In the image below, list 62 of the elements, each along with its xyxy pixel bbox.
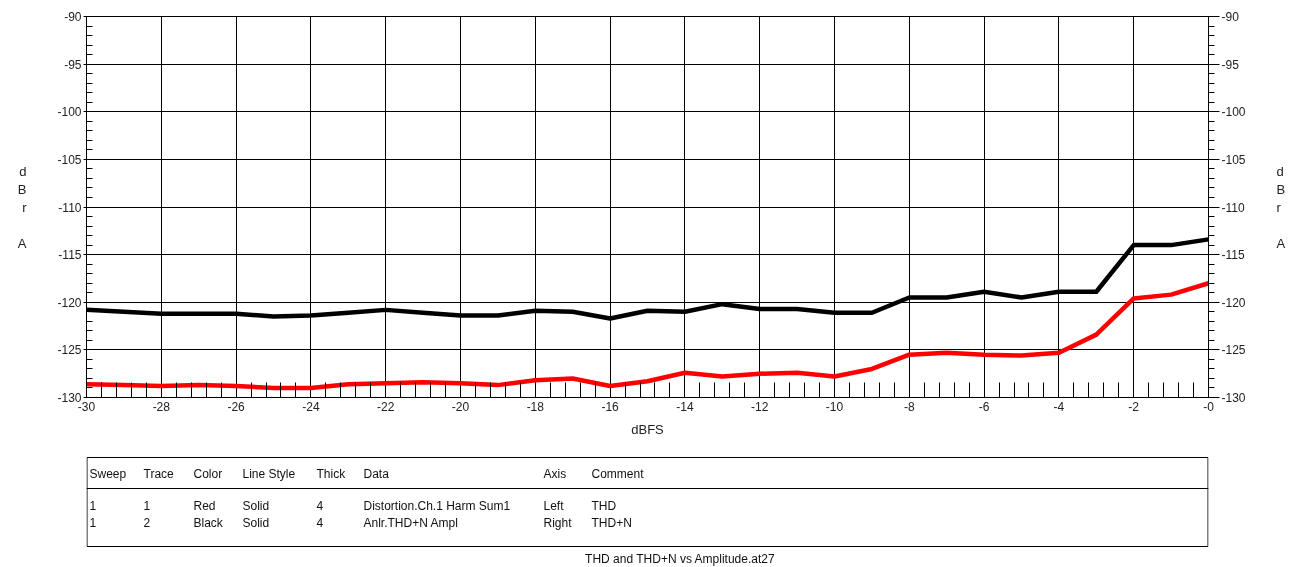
text: 2: [143, 516, 151, 530]
y-tick-label: -105: [57, 152, 82, 167]
text: Black: [193, 515, 224, 530]
x-tick-label: -14: [676, 399, 694, 414]
text: Axis: [543, 466, 567, 481]
text: THD+N: [591, 515, 632, 530]
x-tick-label: -12: [751, 399, 769, 414]
x-tick-label: -10: [825, 399, 844, 414]
x-tick-label: -26: [227, 399, 246, 414]
y2-tick-label: -105: [1221, 152, 1246, 167]
text: THD and THD+N vs Amplitude.at27: [585, 551, 775, 566]
text: Data: [363, 466, 390, 481]
text: Red: [193, 498, 216, 513]
x-tick-label: -18: [526, 399, 545, 414]
y-tick-label: -110: [58, 200, 82, 215]
x-tick-label: -2: [1128, 399, 1140, 414]
text: dBr A: [1276, 163, 1286, 251]
x-tick-label: -8: [903, 399, 915, 414]
y2-tick-label: -110: [1221, 200, 1245, 215]
text: 1: [89, 516, 97, 530]
text: Trace: [143, 466, 175, 481]
y-tick-label: -90: [64, 10, 82, 24]
y2-tick-label: -90: [1221, 10, 1240, 24]
y2-tick-label: -130: [1221, 391, 1246, 405]
text: 4: [316, 499, 324, 513]
y-tick-label: -115: [58, 248, 82, 263]
y-tick-label: -95: [64, 57, 82, 72]
text: Right: [543, 515, 573, 530]
y-tick-label: -120: [57, 295, 82, 310]
text: 1: [89, 499, 97, 513]
y2-tick-label: -120: [1221, 295, 1246, 310]
x-tick-label: -20: [451, 399, 470, 414]
text: Solid: [242, 498, 270, 513]
text: Left: [543, 498, 565, 513]
text: Distortion.Ch.1 Harm Sum1: [363, 498, 511, 513]
text: Anlr.THD+N Ampl: [363, 515, 458, 530]
text: dBr A: [17, 163, 27, 251]
x-tick-label: -22: [377, 399, 395, 414]
text: Color: [193, 466, 223, 481]
y-tick-label: -125: [57, 343, 82, 358]
y2-tick-label: -95: [1221, 57, 1240, 72]
x-tick-label: -28: [152, 399, 171, 414]
y2-tick-label: -125: [1221, 343, 1246, 358]
text: Line Style: [242, 466, 296, 481]
text: 1: [143, 499, 151, 513]
x-axis-title: dBFS: [631, 421, 665, 437]
line-series: [86, 280, 1209, 391]
x-tick-label: -6: [978, 399, 990, 414]
text: Comment: [591, 466, 645, 481]
x-tick-label: -24: [302, 399, 320, 414]
x-tick-label: -0: [1203, 399, 1215, 414]
text: Solid: [242, 515, 270, 530]
text: Sweep: [89, 466, 127, 481]
x-tick-label: -16: [601, 399, 620, 414]
text: 4: [316, 516, 324, 530]
y-tick-label: -100: [57, 105, 82, 120]
y2-tick-label: -100: [1221, 105, 1246, 120]
text: THD: [591, 498, 617, 513]
y2-tick-label: -115: [1221, 248, 1245, 263]
y-tick-label: -130: [57, 391, 82, 405]
x-tick-label: -4: [1053, 399, 1065, 414]
text: Thick: [316, 466, 347, 481]
